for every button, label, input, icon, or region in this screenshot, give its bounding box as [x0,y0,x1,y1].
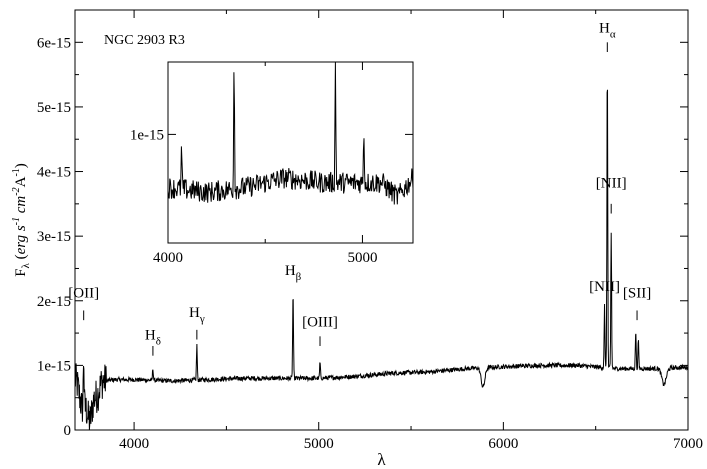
main-y-tick-label: 0 [64,423,72,439]
inset-y-tick-label: 1e-15 [130,127,164,143]
main-y-tick-label: 1e-15 [37,358,71,374]
line-label: [NII] [596,176,627,192]
main-y-tick-label: 5e-15 [37,100,71,116]
main-y-axis: 0 1e-15 2e-15 3e-15 4e-15 5e-15 6e-15 [37,35,688,439]
line-label-text: H [285,263,296,279]
y-axis-label: Fλ (erg s-1 cm-2A-1) [11,163,32,277]
line-label-text: H [599,21,610,37]
main-x-tick-label: 5000 [304,436,334,452]
line-label: [NII] [589,279,620,295]
x-axis-label: λ [377,450,386,469]
object-label: NGC 2903 R3 [104,33,185,48]
main-spectrum-line [74,89,689,431]
line-label-subscript: γ [199,313,205,325]
main-y-tick-label: 6e-15 [37,35,71,51]
line-label-text: [OII] [68,286,99,302]
line-label: [SII] [623,286,651,302]
line-label: [OII] [68,286,99,302]
line-label: Hα [599,21,616,41]
inset-plot-frame [167,61,414,244]
inset-spectrum-line [167,61,414,205]
y-label-exp-s: -1 [11,217,22,225]
line-label-text: [NII] [589,279,620,295]
y-label-lambda-subscript: λ [20,262,32,268]
y-label-cm: cm [13,196,29,217]
y-label-erg: erg s [13,225,29,254]
main-plot-area: 4000 5000 6000 7000 0 1e-15 2e-15 3e-15 4e-15 5e… [37,9,703,452]
line-label: [OIII] [302,315,338,331]
main-x-tick-label: 6000 [488,436,518,452]
line-label-subscript: β [296,271,302,283]
main-y-tick-label: 3e-15 [37,229,71,245]
inset-plot-area: 4000 5000 1e-15 [130,61,414,266]
line-label-subscript: δ [156,336,161,348]
line-label-text: H [145,328,156,344]
y-label-flux: F [13,268,29,276]
y-label-close: ) [13,163,29,168]
line-label-text: [SII] [623,286,651,302]
inset-x-tick-label: 4000 [153,250,183,266]
main-y-tick-label: 2e-15 [37,294,71,310]
main-x-tick-label: 4000 [119,436,149,452]
y-label-exp-cm: -2 [11,187,22,195]
main-y-tick-label: 4e-15 [37,165,71,181]
line-label-text: [OIII] [302,315,338,331]
line-label-subscript: α [610,29,616,41]
inset-y-axis: 1e-15 [130,127,413,143]
main-x-axis: 4000 5000 6000 7000 [119,10,703,452]
main-x-tick-label: 7000 [673,436,703,452]
inset-x-tick-label: 5000 [347,250,377,266]
main-plot-frame [74,9,689,431]
line-label-text: [NII] [596,176,627,192]
y-label-exp-a: -1 [11,168,22,176]
line-label-text: H [189,305,200,321]
line-label: Hβ [285,263,302,283]
y-label-open: ( [13,254,29,263]
inset-x-axis: 4000 5000 [153,62,377,266]
line-label: Hγ [189,305,205,325]
y-label-angstrom: A [13,176,29,187]
line-label: Hδ [145,328,161,348]
